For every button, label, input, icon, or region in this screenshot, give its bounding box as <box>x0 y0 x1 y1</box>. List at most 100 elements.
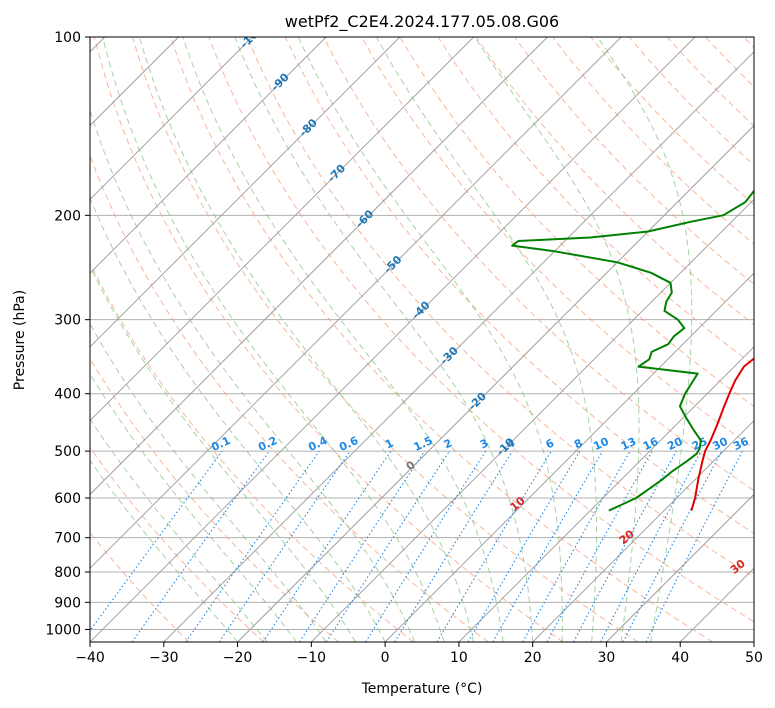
isotherm-label: -40 <box>409 298 432 321</box>
moist-adiabat-line <box>297 37 563 642</box>
mixing-ratio-label: 3 <box>478 436 490 451</box>
y-tick-label: 1000 <box>45 622 81 638</box>
y-axis-label: Pressure (hPa) <box>12 290 28 390</box>
y-tick-label: 400 <box>54 387 81 403</box>
mixing-ratio-line <box>394 450 513 642</box>
mixing-ratio-lines <box>90 450 743 642</box>
isotherm-line <box>90 37 401 348</box>
y-tick-label: 100 <box>54 30 81 46</box>
mixing-ratio-line <box>185 450 320 642</box>
y-axis-ticks: 100 200 300 400 500 600 700 800 900 1000 <box>45 30 90 638</box>
dry-adiabat-line <box>513 37 754 285</box>
dry-adiabat-line <box>90 531 190 642</box>
dry-adiabat-line <box>284 37 754 535</box>
isotherm-label: -50 <box>381 253 404 276</box>
moist-adiabat-line <box>376 37 598 642</box>
dry-adiabat-label: 10 <box>508 494 528 514</box>
mixing-ratio-line <box>131 450 270 642</box>
x-tick-label: 10 <box>450 650 468 666</box>
moist-adiabat-line <box>90 322 327 642</box>
x-axis-label: Temperature (°C) <box>361 681 483 697</box>
isotherm-line <box>90 37 253 200</box>
isotherm-line <box>606 493 754 642</box>
dry-adiabat-line <box>170 37 713 642</box>
mixing-ratio-line <box>218 450 351 642</box>
mixing-ratio-line <box>573 450 677 642</box>
x-tick-label: −40 <box>75 650 105 666</box>
x-tick-label: −30 <box>149 650 179 666</box>
y-tick-label: 700 <box>54 531 81 547</box>
x-tick-label: −10 <box>297 650 327 666</box>
moist-adiabat-line <box>234 37 534 642</box>
isotherm-line <box>679 567 754 642</box>
dry-adiabat-line <box>90 262 414 642</box>
dry-adiabat-line <box>132 37 639 642</box>
isotherm-line <box>90 37 548 496</box>
mixing-ratio-line <box>299 450 426 642</box>
x-tick-label: 0 <box>381 650 390 666</box>
isotherm-label: -60 <box>353 207 376 230</box>
moist-adiabat-line <box>139 37 475 642</box>
moist-adiabat-line <box>90 108 416 642</box>
chart-title: wetPf2_C2E4.2024.177.05.08.G06 <box>285 12 559 32</box>
dry-adiabat-line <box>90 446 265 642</box>
mixing-ratio-label: 2 <box>442 436 454 451</box>
isotherm-label: -30 <box>438 344 461 367</box>
mixing-ratio-line <box>467 450 581 642</box>
mixing-ratio-label: 13 <box>619 435 638 453</box>
mixing-ratio-line <box>645 450 743 642</box>
moist-adiabat-line <box>90 418 268 642</box>
isotherm-line <box>753 641 754 642</box>
isotherm-line <box>90 37 696 642</box>
pressure-grid <box>90 37 754 630</box>
x-tick-label: 40 <box>671 650 689 666</box>
isotherm-line <box>532 420 754 642</box>
mixing-ratio-label: 16 <box>641 435 661 453</box>
dry-adiabat-line <box>666 37 754 127</box>
dry-adiabat-line <box>475 37 754 326</box>
dry-adiabats <box>90 37 754 642</box>
dry-adiabat-line <box>628 37 754 166</box>
isotherms <box>90 37 754 642</box>
temperature-profile <box>690 357 754 511</box>
moist-adiabat-line <box>597 37 693 642</box>
isotherm-line <box>90 37 474 422</box>
mixing-ratio-label: 10 <box>591 435 611 453</box>
moist-adiabat-line <box>90 459 238 642</box>
x-tick-label: 50 <box>745 650 763 666</box>
isotherm-line <box>90 37 327 274</box>
mixing-ratio-line <box>600 450 702 642</box>
moist-adiabat-line <box>90 196 386 642</box>
dry-adiabat-line <box>246 37 754 578</box>
isotherm-line <box>90 37 622 569</box>
mixing-ratio-line <box>262 450 392 642</box>
x-axis-ticks: −40 −30 −20 −10 0 10 20 30 40 50 <box>75 642 763 666</box>
x-tick-label: −20 <box>223 650 253 666</box>
mixing-ratio-label: 6 <box>544 436 557 451</box>
isotherm-label: -70 <box>325 162 348 185</box>
dry-adiabat-line <box>437 37 754 366</box>
dewpoint-profile <box>511 189 754 512</box>
mixing-ratio-line <box>522 450 631 642</box>
isotherm-label: -90 <box>269 70 292 93</box>
dry-adiabat-line <box>93 37 564 642</box>
y-tick-label: 200 <box>54 208 81 224</box>
y-tick-label: 900 <box>54 595 81 611</box>
dry-adiabat-line <box>552 37 754 245</box>
isotherm-line <box>311 198 754 642</box>
mixing-ratio-line <box>325 450 450 642</box>
dry-adiabat-label: 30 <box>728 557 748 577</box>
isotherm-line <box>237 124 754 642</box>
mixing-ratio-line <box>436 450 552 642</box>
mixing-ratio-line <box>90 450 223 632</box>
y-tick-label: 300 <box>54 313 81 329</box>
plot-frame <box>89 36 755 643</box>
x-tick-label: 20 <box>524 650 542 666</box>
mixing-ratio-label: 36 <box>731 435 751 453</box>
y-tick-label: 600 <box>54 491 81 507</box>
moist-adiabat-line <box>474 37 640 642</box>
isotherm-line <box>458 346 754 642</box>
moist-adiabat-line <box>90 372 297 642</box>
dry-adiabat-line <box>743 37 754 49</box>
